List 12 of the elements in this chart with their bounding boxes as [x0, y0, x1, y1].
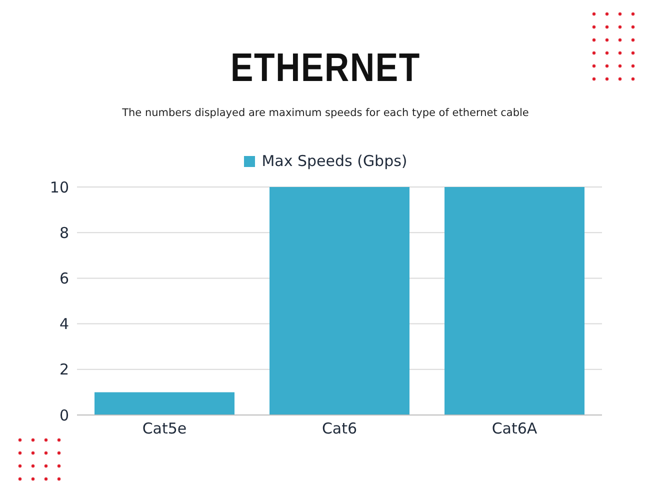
- chart-subtitle: The numbers displayed are maximum speeds for each type of ethernet cable: [121, 107, 530, 119]
- chart-title: ETHERNET: [229, 46, 422, 91]
- x-tick-label: Cat6A: [492, 420, 538, 438]
- y-tick-label: 8: [59, 224, 69, 242]
- y-tick-label: 4: [59, 315, 69, 334]
- y-tick-label: 0: [59, 406, 69, 424]
- x-tick-label: Cat6: [322, 420, 358, 438]
- y-tick-label: 10: [50, 178, 69, 196]
- y-tick-label: 2: [59, 360, 69, 379]
- y-tick-label: 6: [59, 270, 69, 288]
- legend-label: Max Speeds (Gbps): [262, 152, 408, 170]
- x-tick-label: Cat5e: [142, 420, 187, 438]
